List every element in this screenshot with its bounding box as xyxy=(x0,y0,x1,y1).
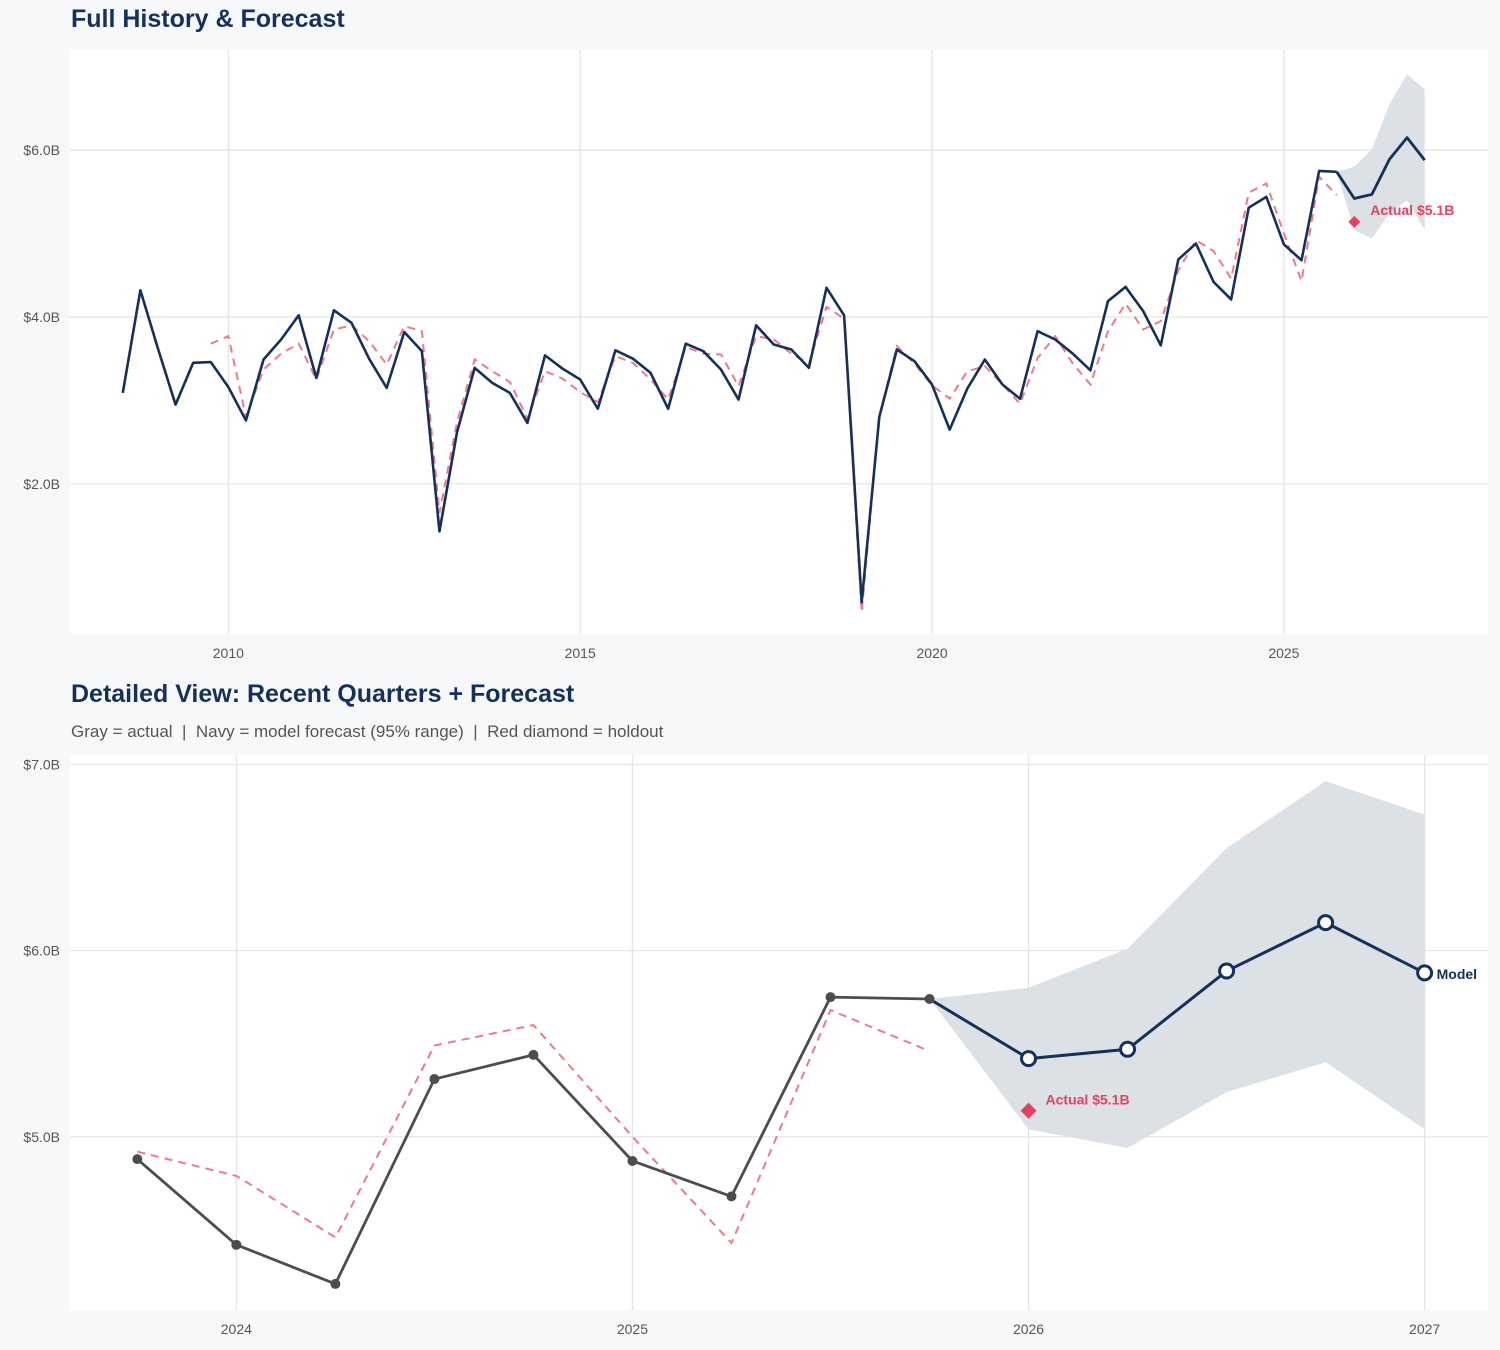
y-tick-label: $6.0B xyxy=(23,142,60,158)
x-tick-label: 2010 xyxy=(213,645,244,661)
bottom-chart: $5.0B $6.0B $7.0B 2024 2025 2026 2027 Model Actu… xyxy=(23,755,1488,1337)
actual-point xyxy=(528,1049,539,1060)
y-tick-label: $5.0B xyxy=(23,1129,60,1145)
actual-point xyxy=(429,1074,440,1085)
actual-point xyxy=(924,993,935,1004)
forecast-point xyxy=(1416,964,1434,982)
actual-point xyxy=(726,1191,737,1202)
holdout-label: Actual $5.1B xyxy=(1370,202,1454,218)
actual-point xyxy=(330,1278,341,1289)
top-chart-title: Full History & Forecast xyxy=(71,5,345,33)
y-tick-label: $6.0B xyxy=(23,943,60,959)
actual-point xyxy=(132,1154,143,1165)
actual-point xyxy=(825,992,836,1003)
x-tick-label: 2026 xyxy=(1013,1321,1044,1337)
x-tick-label: 2025 xyxy=(1268,645,1299,661)
y-tick-label: $4.0B xyxy=(23,309,60,325)
actual-point xyxy=(627,1156,638,1167)
actual-point xyxy=(231,1239,242,1250)
forecast-point xyxy=(1218,962,1236,980)
forecast-point xyxy=(1020,1050,1038,1068)
forecast-line xyxy=(1335,136,1426,200)
holdout-diamond xyxy=(1348,215,1361,228)
holdout-label: Actual $5.1B xyxy=(1046,1092,1130,1108)
x-tick-label: 2027 xyxy=(1409,1321,1440,1337)
actual-line xyxy=(121,169,1337,604)
fitted-line xyxy=(210,174,1338,613)
forecast-point xyxy=(1317,914,1335,932)
x-tick-label: 2024 xyxy=(221,1321,252,1337)
x-tick-label: 2015 xyxy=(565,645,596,661)
fitted-line xyxy=(137,1008,930,1245)
x-tick-label: 2025 xyxy=(617,1321,648,1337)
y-tick-label: $7.0B xyxy=(23,756,60,772)
forecast-line xyxy=(928,921,1426,1061)
x-tick-label: 2020 xyxy=(916,645,947,661)
y-tick-label: $2.0B xyxy=(23,476,60,492)
bottom-chart-subtitle: Gray = actual | Navy = model forecast (9… xyxy=(71,722,664,741)
model-label: Model xyxy=(1437,966,1477,982)
bottom-chart-title: Detailed View: Recent Quarters + Forecas… xyxy=(71,680,575,708)
holdout-diamond xyxy=(1020,1102,1037,1119)
top-plot-area xyxy=(70,50,1488,634)
top-chart: $2.0B $4.0B $6.0B 2010 2015 2020 2025 Actual $5… xyxy=(23,50,1488,661)
forecast-point xyxy=(1119,1040,1137,1058)
